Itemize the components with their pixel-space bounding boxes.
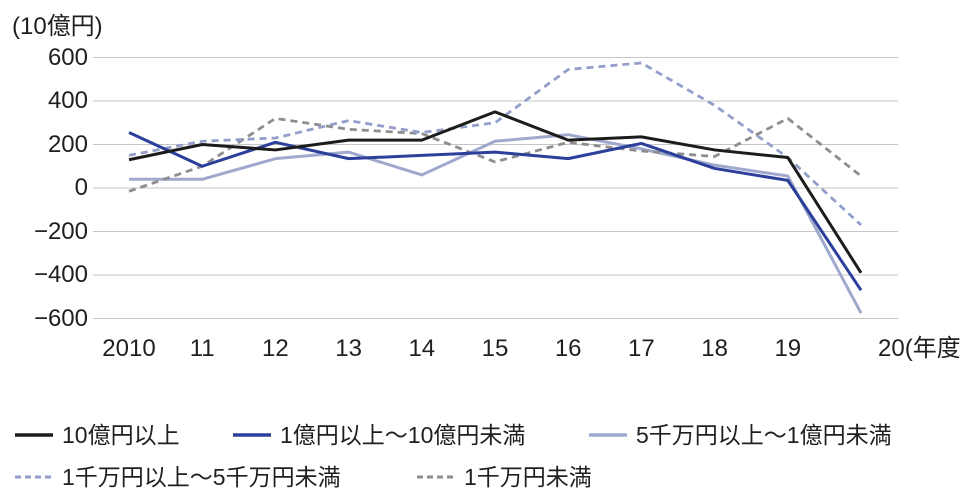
legend-line-swatch xyxy=(417,475,455,479)
legend-label: 10億円以上 xyxy=(62,422,180,448)
y-axis-tick-label: −400 xyxy=(33,261,88,288)
series-line-4 xyxy=(128,117,862,193)
legend-item: 10億円以上 xyxy=(14,420,180,450)
y-axis-tick-label: 0 xyxy=(74,174,88,201)
legend-line-swatch xyxy=(15,433,53,437)
legend-label: 1千万円未満 xyxy=(464,464,592,490)
series-line-2 xyxy=(129,133,863,314)
y-axis-tick-label: 400 xyxy=(47,87,88,114)
x-axis-tick-label: 12 xyxy=(262,335,289,362)
series-line-1 xyxy=(128,131,863,292)
legend-line-swatch xyxy=(233,433,271,437)
legend-item: 5千万円以上〜1億円未満 xyxy=(588,420,892,450)
series-line-0 xyxy=(128,110,863,274)
x-axis-tick-label: 2010 xyxy=(102,335,156,362)
x-axis-tick-label: 11 xyxy=(189,335,215,362)
legend-line-swatch xyxy=(589,433,627,437)
x-axis-tick-label: 15 xyxy=(481,335,509,362)
x-axis-tick-label: 19 xyxy=(774,335,802,362)
x-axis-tick-label: 16 xyxy=(554,335,582,362)
y-axis-tick-label: −200 xyxy=(33,217,88,245)
x-axis-tick-label: 17 xyxy=(628,335,655,362)
legend-item: 1億円以上〜10億円未満 xyxy=(232,420,525,450)
legend-item: 1千万円以上〜5千万円未満 xyxy=(14,462,341,492)
y-axis-tick-label: 200 xyxy=(47,130,88,158)
line-chart-plot xyxy=(93,57,898,319)
y-axis-tick-label: −600 xyxy=(33,304,88,332)
legend-label: 5千万円以上〜1億円未満 xyxy=(636,422,892,448)
legend-item: 1千万円未満 xyxy=(416,462,592,492)
series-line-3 xyxy=(128,61,862,227)
x-axis-tick-label: 14 xyxy=(408,335,436,362)
x-axis-tick-label: 13 xyxy=(335,335,362,362)
legend-line-swatch xyxy=(15,475,53,479)
x-axis-tick-label: 20(年度) xyxy=(878,335,960,362)
y-axis-tick-label: 600 xyxy=(47,43,88,71)
legend-label: 1億円以上〜10億円未満 xyxy=(280,422,526,448)
x-axis-tick-label: 18 xyxy=(701,335,728,362)
legend-label: 1千万円以上〜5千万円未満 xyxy=(62,464,341,490)
y-axis-unit-label: (10億円) xyxy=(12,13,103,40)
